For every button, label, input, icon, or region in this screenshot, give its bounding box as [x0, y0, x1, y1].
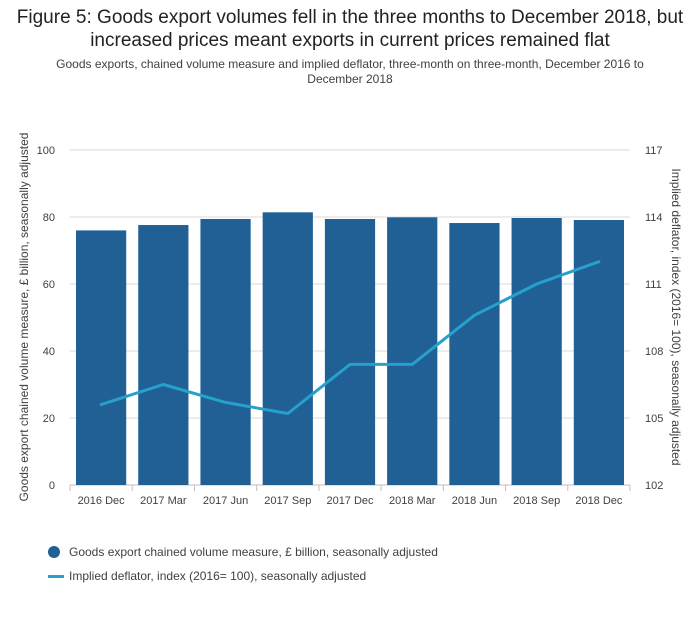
y-tick-label-right: 105 [645, 413, 663, 425]
left-axis-title: Goods export chained volume measure, £ b… [17, 133, 31, 502]
x-tick-label: 2018 Sep [513, 495, 560, 507]
legend-item-volume: Goods export chained volume measure, £ b… [48, 540, 438, 564]
y-tick-label-right: 117 [645, 145, 663, 157]
y-tick-label-left: 100 [37, 145, 55, 157]
y-tick-label-left: 0 [49, 480, 55, 492]
legend-item-deflator: Implied deflator, index (2016= 100), sea… [48, 564, 438, 588]
left-y-axis: 0 20 40 60 80 100 [37, 145, 55, 492]
bar-series [76, 212, 624, 486]
bar [324, 219, 376, 485]
legend-label-deflator: Implied deflator, index (2016= 100), sea… [69, 569, 367, 583]
legend-label-volume: Goods export chained volume measure, £ b… [69, 545, 438, 559]
x-tick-label: 2018 Mar [389, 495, 436, 507]
x-tick-label: 2017 Mar [140, 495, 187, 507]
bar [573, 220, 624, 485]
x-tick-label: 2018 Dec [575, 495, 623, 507]
legend: Goods export chained volume measure, £ b… [48, 540, 438, 588]
y-tick-label-left: 40 [43, 346, 55, 358]
y-tick-label-left: 80 [43, 212, 55, 224]
bar [76, 230, 127, 485]
x-tick-label: 2018 Jun [452, 495, 497, 507]
bar [138, 225, 189, 486]
x-tick-label: 2017 Dec [326, 495, 374, 507]
y-tick-label-left: 60 [43, 279, 55, 291]
chart-subtitle: Goods exports, chained volume measure an… [56, 57, 644, 86]
right-axis-title: Implied deflator, index (2016= 100), sea… [669, 168, 683, 465]
right-y-axis: 102 105 108 111 114 117 [645, 145, 663, 492]
x-tick-label: 2016 Dec [78, 495, 126, 507]
legend-line-icon [48, 574, 64, 578]
bar [449, 223, 500, 485]
x-tick-label: 2017 Sep [264, 495, 311, 507]
bar [200, 219, 251, 485]
y-tick-label-left: 20 [43, 413, 55, 425]
line-series [99, 260, 601, 415]
y-tick-label-right: 111 [645, 279, 662, 291]
chart-title: Figure 5: Goods export volumes fell in t… [16, 7, 684, 51]
x-axis: 2016 Dec 2017 Mar 2017 Jun 2017 Sep 2017 Dec… [69, 485, 631, 507]
y-tick-label-right: 114 [645, 212, 663, 224]
x-tick-label: 2017 Jun [203, 495, 248, 507]
legend-dot-icon [48, 546, 60, 558]
bar [511, 218, 562, 485]
y-tick-label-right: 102 [645, 480, 663, 492]
bar [262, 212, 313, 485]
y-tick-label-right: 108 [645, 346, 663, 358]
